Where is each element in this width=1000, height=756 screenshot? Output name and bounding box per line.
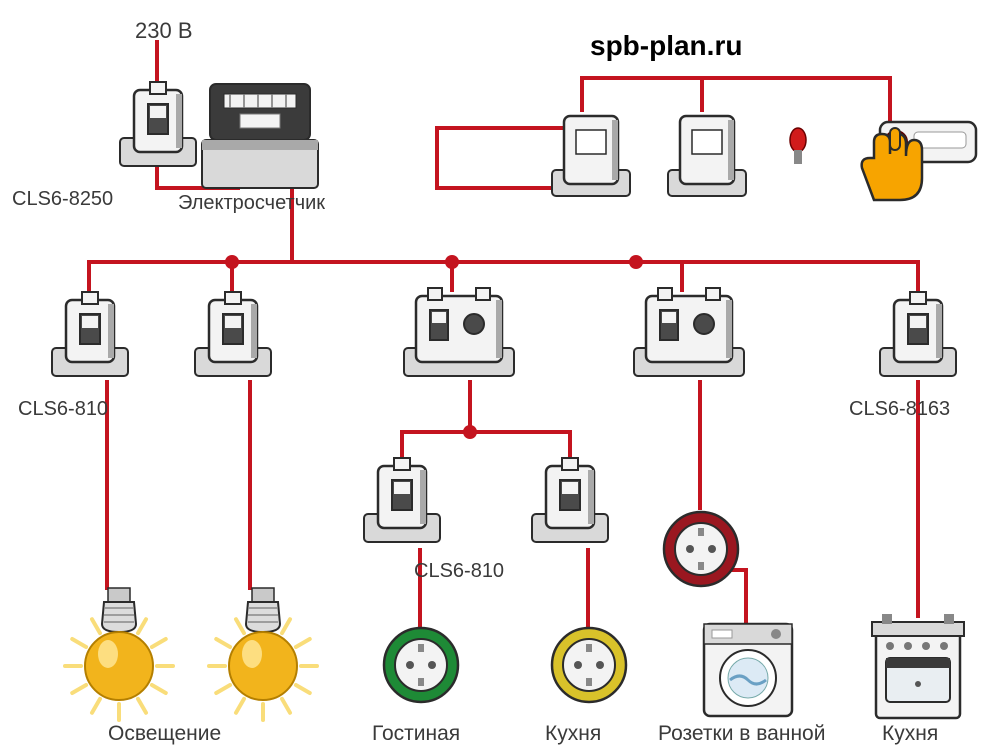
wire [435, 128, 439, 190]
wire [916, 260, 920, 292]
label-cap-lighting: Освещение [108, 722, 221, 746]
wire-junction [445, 255, 459, 269]
main-breaker-icon [120, 82, 196, 174]
washing-machine-icon [700, 620, 796, 720]
breaker-kitchen-sockets-icon [532, 458, 608, 550]
label-cap-living: Гостиная [372, 722, 460, 746]
label-br-kitchen2: CLS6-8163 [849, 398, 950, 421]
bulb-1-icon [64, 588, 174, 718]
label-cap-kitchen1: Кухня [545, 722, 601, 746]
wire [744, 570, 748, 626]
breaker-lighting-2-icon [195, 292, 271, 384]
wire [400, 430, 404, 460]
breaker-lighting-1-icon [52, 292, 128, 384]
stove-icon [870, 614, 966, 722]
wire [700, 76, 704, 112]
socket-kitchen-icon [550, 626, 628, 704]
breaker-kitchen-icon [880, 292, 956, 384]
push-button-hand-icon [844, 108, 984, 204]
wire-junction [225, 255, 239, 269]
socket-living-icon [382, 626, 460, 704]
wire [248, 380, 252, 590]
din-relay-2-icon [668, 110, 746, 206]
rcd-rooms-icon [404, 288, 514, 384]
din-relay-1-icon [552, 110, 630, 206]
wire [87, 260, 91, 292]
wire [580, 76, 890, 80]
wire [400, 430, 570, 434]
rcd-bath-icon [634, 288, 744, 384]
label-br-lighting: CLS6-810 [18, 398, 108, 421]
label-br-sub: CLS6-810 [414, 560, 504, 583]
label-main-breaker: CLS6-8250 [12, 188, 113, 211]
breaker-living-icon [364, 458, 440, 550]
electric-meter-icon [200, 78, 320, 196]
label-cap-kitchen2: Кухня [882, 722, 938, 746]
wire [580, 76, 584, 112]
diagram-stage: spb-plan.ru230 ВCLS6-8250ЭлектросчетчикC… [0, 0, 1000, 756]
wire [698, 380, 702, 510]
bulb-2-icon [208, 588, 318, 718]
wire [568, 430, 572, 460]
wire-junction [629, 255, 643, 269]
label-voltage: 230 В [135, 18, 193, 44]
wire [155, 40, 159, 84]
label-cap-bath: Розетки в ванной [658, 722, 825, 746]
socket-bath-icon [662, 510, 740, 588]
indicator-led-icon [788, 128, 808, 168]
wire-junction [463, 425, 477, 439]
wire [87, 260, 919, 264]
wire [586, 548, 590, 628]
watermark-text: spb-plan.ru [590, 30, 742, 62]
